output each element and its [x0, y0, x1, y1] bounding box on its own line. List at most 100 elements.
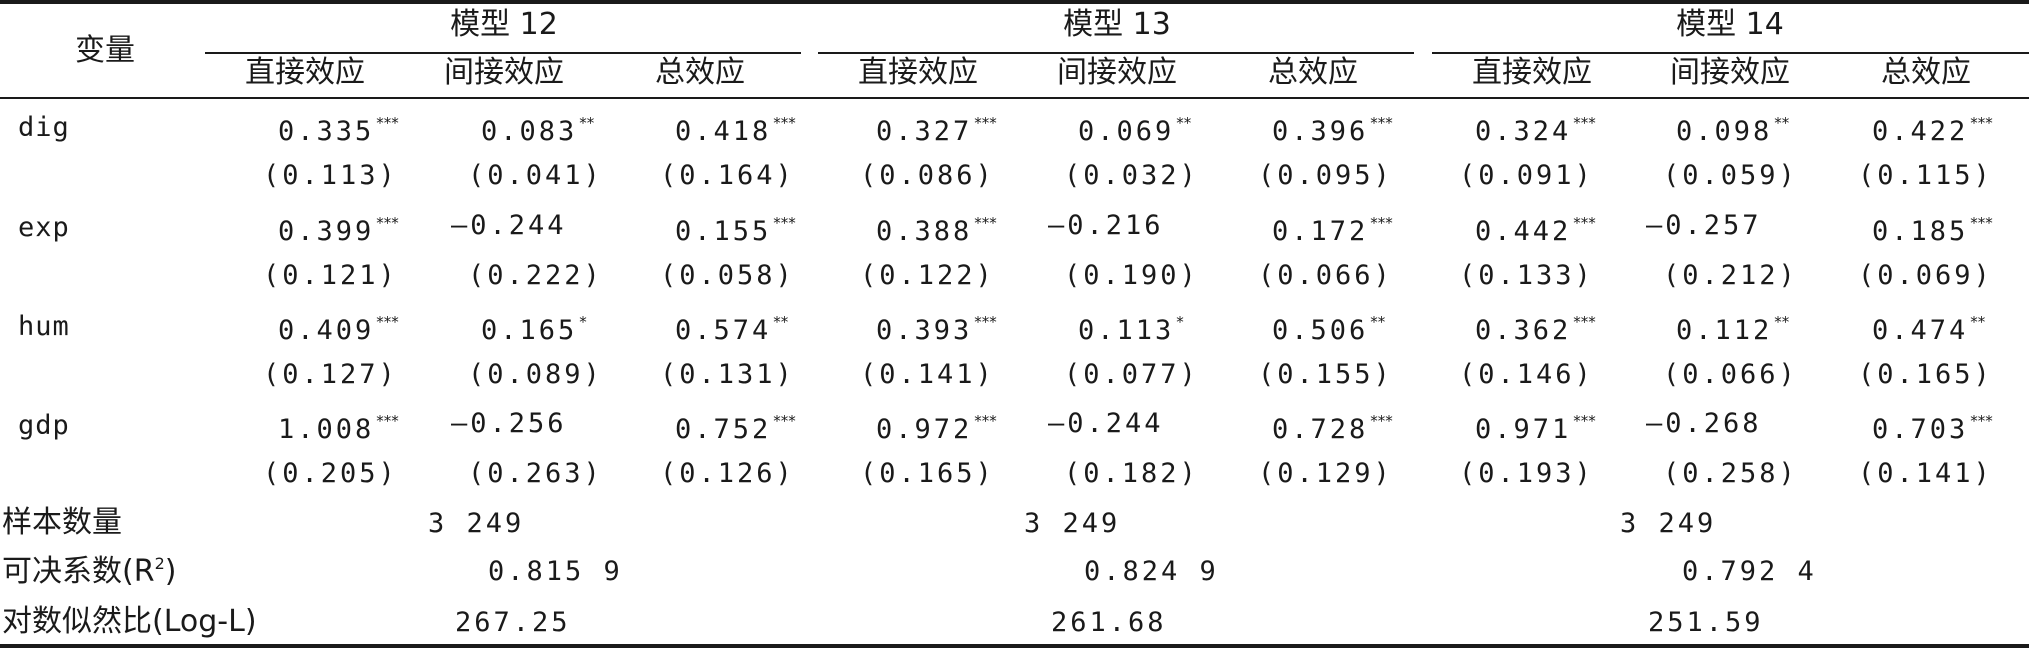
coefficient-value: 0.752 — [675, 414, 772, 445]
coefficient-value: 0.396 — [1272, 116, 1369, 147]
coefficient-cell: 0.172 *** — [1272, 216, 1393, 247]
effect-header: 间接效应 — [1670, 55, 1790, 90]
coefficient-cell: 0.393 *** — [876, 315, 997, 345]
coefficient-value: 0.069 — [1078, 116, 1175, 147]
effect-header: 总效应 — [655, 55, 745, 90]
significance-stars: ** — [1176, 114, 1192, 132]
model-header-14: 模型 14 — [1676, 7, 1784, 42]
coefficient-cell: 0.728 *** — [1272, 414, 1393, 444]
effect-header: 直接效应 — [858, 55, 978, 90]
variable-header: 变量 — [75, 33, 135, 68]
significance-stars: ** — [1370, 313, 1386, 331]
coefficient-value: —0.256 — [451, 408, 567, 439]
coefficient-cell: —0.216 — [1048, 212, 1164, 239]
significance-stars: *** — [376, 313, 399, 331]
stat-label-main: 可决系数(R — [2, 554, 155, 589]
coefficient-value: 0.418 — [675, 116, 772, 147]
coefficient-cell: 0.703 *** — [1872, 414, 1993, 444]
coefficient-value: 0.083 — [481, 116, 578, 147]
significance-stars: *** — [1370, 412, 1393, 430]
significance-stars: *** — [773, 214, 796, 232]
coefficient-cell: 0.752 *** — [675, 414, 796, 445]
stat-value: 0.815 9 — [488, 556, 623, 587]
standard-error-cell: (0.058) — [660, 260, 795, 291]
standard-error-cell: (0.205) — [263, 458, 398, 489]
standard-error-cell: (0.069) — [1858, 260, 1993, 291]
significance-stars: *** — [974, 114, 997, 132]
model-14-underline — [1432, 52, 2029, 54]
coefficient-value: 0.574 — [675, 315, 772, 346]
coefficient-cell: —0.244 — [451, 212, 567, 239]
significance-stars: *** — [974, 412, 997, 430]
coefficient-cell: 0.362 *** — [1475, 315, 1596, 345]
significance-stars: *** — [1573, 313, 1596, 331]
standard-error-cell: (0.095) — [1258, 160, 1393, 191]
coefficient-value: 0.098 — [1676, 116, 1773, 147]
coefficient-cell: 1.008 *** — [278, 414, 399, 444]
standard-error-cell: (0.122) — [860, 260, 995, 291]
significance-stars: *** — [376, 214, 399, 232]
significance-stars: *** — [773, 114, 796, 132]
stat-value: 251.59 — [1648, 607, 1764, 638]
stat-label: 可决系数(R2) — [2, 556, 176, 587]
coefficient-cell: 0.506 ** — [1272, 315, 1385, 345]
standard-error-cell: (0.113) — [263, 160, 398, 191]
standard-error-cell: (0.165) — [860, 458, 995, 489]
standard-error-cell: (0.091) — [1459, 160, 1594, 191]
standard-error-cell: (0.127) — [263, 359, 398, 390]
standard-error-cell: (0.131) — [660, 359, 795, 390]
coefficient-cell: 0.409 *** — [278, 315, 399, 345]
standard-error-cell: (0.121) — [263, 260, 398, 291]
effect-header: 总效应 — [1268, 55, 1358, 90]
significance-stars: * — [579, 313, 587, 331]
coefficient-value: 0.155 — [675, 216, 772, 247]
coefficient-value: 0.165 — [481, 315, 578, 346]
significance-stars: *** — [1573, 114, 1596, 132]
variable-name: exp — [18, 212, 70, 243]
significance-stars: * — [1176, 313, 1184, 331]
significance-stars: ** — [579, 114, 595, 132]
coefficient-value: 0.972 — [876, 414, 973, 445]
coefficient-cell: 0.335 *** — [278, 116, 399, 147]
coefficient-cell: 0.574 ** — [675, 315, 788, 346]
standard-error-cell: (0.165) — [1858, 359, 1993, 390]
standard-error-cell: (0.086) — [860, 160, 995, 191]
coefficient-cell: 0.155 *** — [675, 216, 796, 247]
coefficient-cell: —0.257 — [1646, 212, 1762, 239]
coefficient-cell: 0.399 *** — [278, 216, 399, 247]
stat-label-superscript: 2 — [154, 554, 165, 573]
coefficient-cell: —0.244 — [1048, 410, 1164, 437]
significance-stars: *** — [1573, 214, 1596, 232]
coefficient-cell: 0.474 ** — [1872, 315, 1985, 345]
coefficient-value: 0.335 — [278, 116, 375, 147]
significance-stars: *** — [974, 214, 997, 232]
coefficient-value: 0.442 — [1475, 216, 1572, 247]
coefficient-value: 0.185 — [1872, 216, 1969, 247]
coefficient-cell: 0.418 *** — [675, 116, 796, 147]
effect-header: 直接效应 — [245, 55, 365, 90]
model-13-underline — [818, 52, 1414, 54]
standard-error-cell: (0.126) — [660, 458, 795, 489]
coefficient-cell: 0.442 *** — [1475, 216, 1596, 247]
coefficient-cell: 0.971 *** — [1475, 414, 1596, 444]
stat-value: 3 249 — [428, 508, 525, 539]
effect-header: 总效应 — [1881, 55, 1971, 90]
standard-error-cell: (0.059) — [1663, 160, 1798, 191]
coefficient-value: 0.172 — [1272, 216, 1369, 247]
coefficient-cell: 0.069 ** — [1078, 116, 1191, 147]
standard-error-cell: (0.133) — [1459, 260, 1594, 291]
standard-error-cell: (0.182) — [1064, 458, 1199, 489]
coefficient-cell: 0.396 *** — [1272, 116, 1393, 147]
coefficient-cell: 0.972 *** — [876, 414, 997, 445]
significance-stars: *** — [1970, 214, 1993, 232]
bottom-rule — [0, 644, 2029, 648]
coefficient-value: 0.113 — [1078, 315, 1175, 346]
standard-error-cell: (0.041) — [468, 160, 603, 191]
stat-value: 0.792 4 — [1682, 556, 1817, 587]
model-header-13: 模型 13 — [1063, 7, 1171, 42]
coefficient-cell: 0.185 *** — [1872, 216, 1993, 247]
standard-error-cell: (0.115) — [1858, 160, 1993, 191]
coefficient-value: 0.388 — [876, 216, 973, 247]
coefficient-value: 0.399 — [278, 216, 375, 247]
standard-error-cell: (0.258) — [1663, 458, 1798, 489]
